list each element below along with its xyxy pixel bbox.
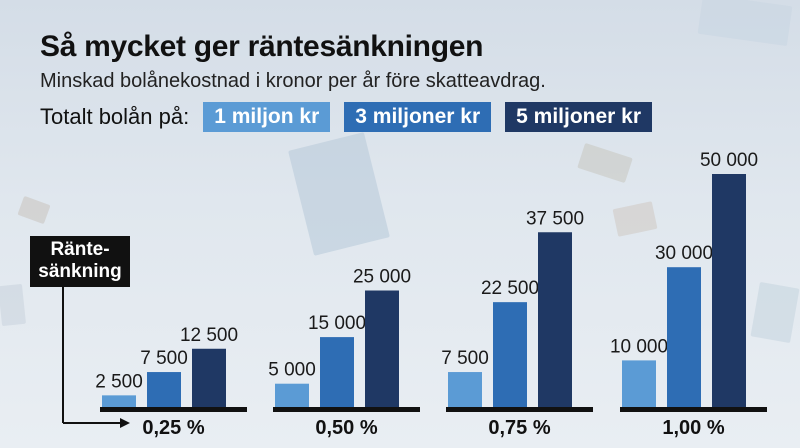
bar [667,267,701,407]
data-label: 12 500 [180,325,238,346]
bar [622,360,656,407]
legend-item-3-miljoner: 3 miljoner kr [344,102,492,132]
bar [365,290,399,407]
bar [493,302,527,407]
chart-title: Så mycket ger räntesänkningen [40,30,484,63]
data-label: 10 000 [610,336,668,357]
axis-tag-line1: Ränte- [50,239,110,260]
category-label: 0,50 % [315,417,377,439]
axis-arrow-head [120,418,130,428]
group-baseline [273,407,420,412]
data-label: 15 000 [308,313,366,334]
data-label: 37 500 [526,208,584,229]
data-label: 2 500 [95,371,143,392]
bar [192,348,226,407]
data-label: 25 000 [353,267,411,288]
group-baseline [620,407,767,412]
data-label: 30 000 [655,243,713,264]
group-baseline [446,407,593,412]
category-label: 0,75 % [488,417,550,439]
bar [275,383,309,407]
data-label: 7 500 [140,348,188,369]
bar [102,395,136,407]
bar [320,337,354,407]
bar [448,372,482,407]
data-label: 22 500 [481,278,539,299]
legend-item-1-miljon: 1 miljon kr [203,102,331,132]
bar [147,372,181,407]
legend-item-5-miljoner: 5 miljoner kr [505,102,653,132]
bar [712,174,746,407]
axis-tag-line2: sänkning [38,261,122,282]
category-label: 0,25 % [142,417,204,439]
legend: Totalt bolån på: 1 miljon kr 3 miljoner … [40,102,666,132]
data-label: 5 000 [268,360,316,381]
category-label: 1,00 % [662,417,724,439]
bar [538,232,572,407]
group-baseline [100,407,247,412]
data-label: 50 000 [700,150,758,171]
data-label: 7 500 [441,348,489,369]
chart-subtitle: Minskad bolånekostnad i kronor per år fö… [40,70,546,92]
axis-arrow [62,285,130,428]
legend-label: Totalt bolån på: [40,104,190,129]
axis-tag: Ränte- sänkning [30,236,130,287]
